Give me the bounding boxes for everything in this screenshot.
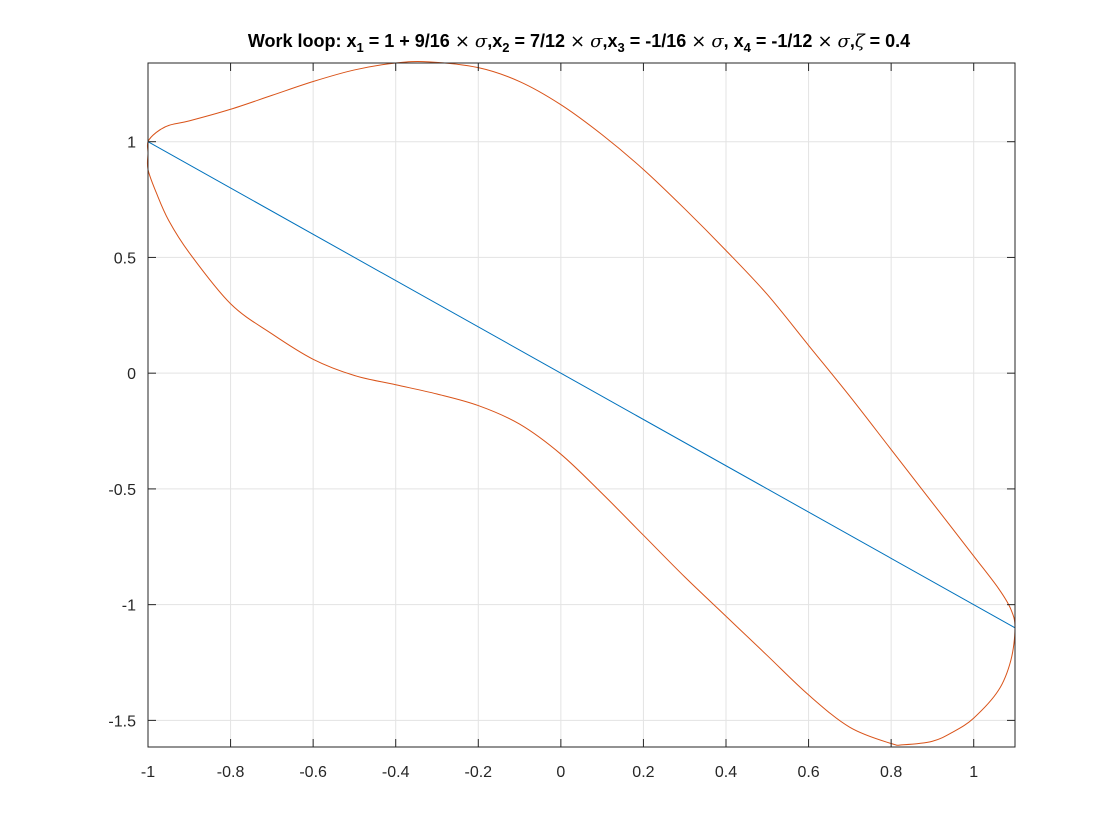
x-tick-label: 0.4 <box>715 764 737 781</box>
title-part: = -1/16 <box>625 31 692 51</box>
y-tick-label: -1.5 <box>108 713 136 730</box>
title-part: , <box>850 31 855 51</box>
title-part: σ <box>475 31 488 52</box>
x-tick-label: -1 <box>141 764 155 781</box>
title-part: ,x <box>602 31 617 51</box>
series-line <box>147 141 1016 629</box>
title-part: × <box>455 31 470 52</box>
y-tick-label: -1 <box>122 598 136 615</box>
y-tick-label: 1 <box>127 135 136 152</box>
x-tick-label: -0.6 <box>299 764 327 781</box>
x-tick-label: 0.8 <box>880 764 902 781</box>
plot-area <box>148 63 1015 747</box>
title-part: = 1 + 9/16 <box>364 31 455 51</box>
chart-title: Work loop: x1 = 1 + 9/16 × σ,x2 = 7/12 ×… <box>248 31 910 55</box>
x-tick-label: -0.2 <box>464 764 492 781</box>
title-part: × <box>817 31 832 52</box>
title-subscript: 4 <box>744 40 752 55</box>
x-tick-label: -0.8 <box>217 764 245 781</box>
x-tick-label: -0.4 <box>382 764 410 781</box>
title-part: ζ <box>855 31 866 52</box>
y-tick-label: -0.5 <box>108 482 136 499</box>
title-subscript: 2 <box>502 40 509 55</box>
x-tick-label: 1 <box>969 764 978 781</box>
x-tick-label: 0.6 <box>797 764 819 781</box>
title-part: = -1/12 <box>751 31 818 51</box>
title-part: σ <box>590 31 603 52</box>
title-part: × <box>691 31 706 52</box>
title-part: , x <box>724 31 744 51</box>
axes-box <box>147 62 1016 748</box>
x-tick-label: 0.2 <box>632 764 654 781</box>
title-part: σ <box>838 31 851 52</box>
series-work-loop <box>146 61 1016 746</box>
y-tick-label: 0.5 <box>114 250 136 267</box>
title-part: σ <box>711 31 724 52</box>
title-part: = 7/12 <box>509 31 570 51</box>
title-part: × <box>570 31 585 52</box>
title-subscript: 3 <box>617 40 624 55</box>
title-part: ,x <box>487 31 502 51</box>
title-part: = 0.4 <box>865 31 911 51</box>
x-tick-label: 0 <box>556 764 565 781</box>
title-subscript: 1 <box>357 40 364 55</box>
title-part: Work loop: x <box>248 31 357 51</box>
y-tick-label: 0 <box>127 366 136 383</box>
